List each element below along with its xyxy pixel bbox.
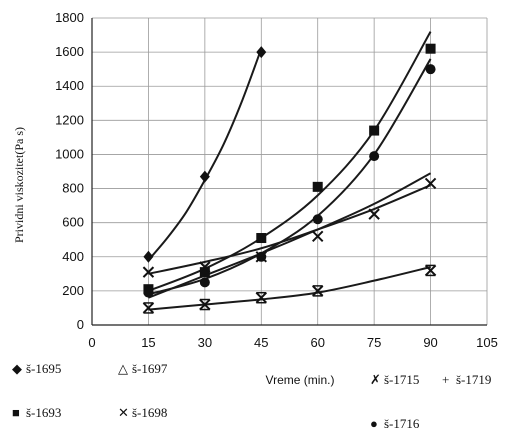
legend-symbol: △ xyxy=(118,361,128,376)
data-point-š-1715 xyxy=(312,285,324,297)
x-tick-label: 75 xyxy=(367,335,381,350)
legend-symbol: ● xyxy=(370,416,378,431)
data-point-š-1698 xyxy=(424,177,437,190)
legend-label: š-1693 xyxy=(26,405,61,420)
marker-stroke xyxy=(368,208,380,220)
data-point-š-1698 xyxy=(142,266,155,278)
legend-symbol: ◆ xyxy=(12,361,22,376)
data-point-š-1693 xyxy=(369,125,380,136)
y-tick-label: 800 xyxy=(62,181,84,196)
fit-curve-series-7 xyxy=(148,58,432,296)
legend-item: △ š-1697 xyxy=(118,361,168,376)
data-point-š-1693 xyxy=(199,267,210,278)
x-tick-label: 60 xyxy=(310,335,324,350)
y-axis-title: Prividni viskozitet(Pa s) xyxy=(12,127,26,243)
data-point-š-1698 xyxy=(312,230,324,243)
y-tick-label: 600 xyxy=(62,215,84,230)
y-tick-label: 1800 xyxy=(55,10,84,25)
data-point-š-1715 xyxy=(255,291,267,304)
y-tick-label: 1200 xyxy=(55,112,84,127)
data-point-š-1693 xyxy=(425,43,436,54)
data-point-š-1716 xyxy=(369,151,380,162)
y-tick-label: 1600 xyxy=(55,44,84,59)
legend-label: š-1697 xyxy=(132,361,168,376)
marker-stroke xyxy=(199,261,211,273)
legend-label: š-1716 xyxy=(384,416,420,431)
axes xyxy=(91,18,487,326)
fit-curve-š-1716 xyxy=(148,172,432,299)
fit-curve-š-1698 xyxy=(148,184,431,275)
legend-label: š-1719 xyxy=(456,372,491,387)
x-tick-label: 105 xyxy=(476,335,498,350)
data-point-š-1695 xyxy=(256,46,267,59)
data-point-š-1695 xyxy=(143,250,154,263)
marker-stroke xyxy=(424,177,437,190)
x-axis-title: Vreme (min.) xyxy=(266,373,335,387)
x-tick-label: 90 xyxy=(423,335,437,350)
marker-stroke xyxy=(312,230,324,243)
y-tick-label: 0 xyxy=(77,317,84,332)
legend-item: ● š-1716 xyxy=(370,416,420,431)
y-tick-label: 200 xyxy=(62,283,84,298)
x-tick-label: 30 xyxy=(198,335,212,350)
data-point-š-1693 xyxy=(256,233,267,244)
legend: ◆ š-1695 △ š-1697 ✗ š-1715 + š-1719 ■ š-1693 ✕ š-16… xyxy=(12,361,491,431)
fit-curves xyxy=(147,31,432,311)
x-tick-labels: 0 15 30 45 60 75 90 105 xyxy=(88,335,497,350)
marker-stroke xyxy=(255,292,267,304)
legend-item: ✕ š-1698 xyxy=(118,405,167,420)
data-markers xyxy=(142,43,437,314)
legend-symbol: ✗ xyxy=(370,372,381,387)
marker-stroke xyxy=(142,302,155,314)
x-tick-label: 0 xyxy=(88,335,95,350)
legend-symbol: ✕ xyxy=(118,405,129,420)
data-point-š-1695 xyxy=(199,170,210,183)
data-point-š-1716 xyxy=(143,287,154,298)
marker-stroke xyxy=(199,298,211,311)
y-tick-label: 400 xyxy=(62,249,84,264)
marker-stroke xyxy=(142,266,155,278)
data-point-š-1716 xyxy=(199,277,210,288)
data-point-š-1715 xyxy=(424,264,437,277)
x-tick-label: 15 xyxy=(141,335,155,350)
data-point-š-1698 xyxy=(199,261,211,273)
legend-item: + š-1719 xyxy=(442,372,491,387)
legend-label: š-1695 xyxy=(26,361,61,376)
y-tick-label: 1400 xyxy=(55,78,84,93)
legend-label: š-1715 xyxy=(384,372,419,387)
fit-curve-š-1715 xyxy=(148,266,431,311)
gridlines xyxy=(92,17,488,325)
legend-item: ◆ š-1695 xyxy=(12,361,61,376)
data-point-š-1715 xyxy=(199,298,211,311)
data-point-š-1715 xyxy=(142,302,155,314)
marker-stroke xyxy=(312,285,324,297)
x-tick-label: 45 xyxy=(254,335,268,350)
legend-item: ■ š-1693 xyxy=(12,405,61,420)
data-point-š-1698 xyxy=(368,208,380,220)
data-point-š-1716 xyxy=(256,251,267,262)
data-point-š-1716 xyxy=(312,214,323,225)
marker-stroke xyxy=(424,264,437,277)
fit-curve-š-1693 xyxy=(148,31,432,292)
y-tick-label: 1000 xyxy=(55,146,84,161)
y-tick-labels: 0 200 400 600 800 1000 1200 1400 1600 1800 xyxy=(55,10,84,332)
legend-symbol: ■ xyxy=(12,405,20,420)
legend-symbol: + xyxy=(442,372,449,387)
data-point-š-1716 xyxy=(425,64,436,75)
legend-item: ✗ š-1715 xyxy=(370,372,419,387)
legend-label: š-1698 xyxy=(132,405,167,420)
data-point-š-1693 xyxy=(312,181,323,192)
